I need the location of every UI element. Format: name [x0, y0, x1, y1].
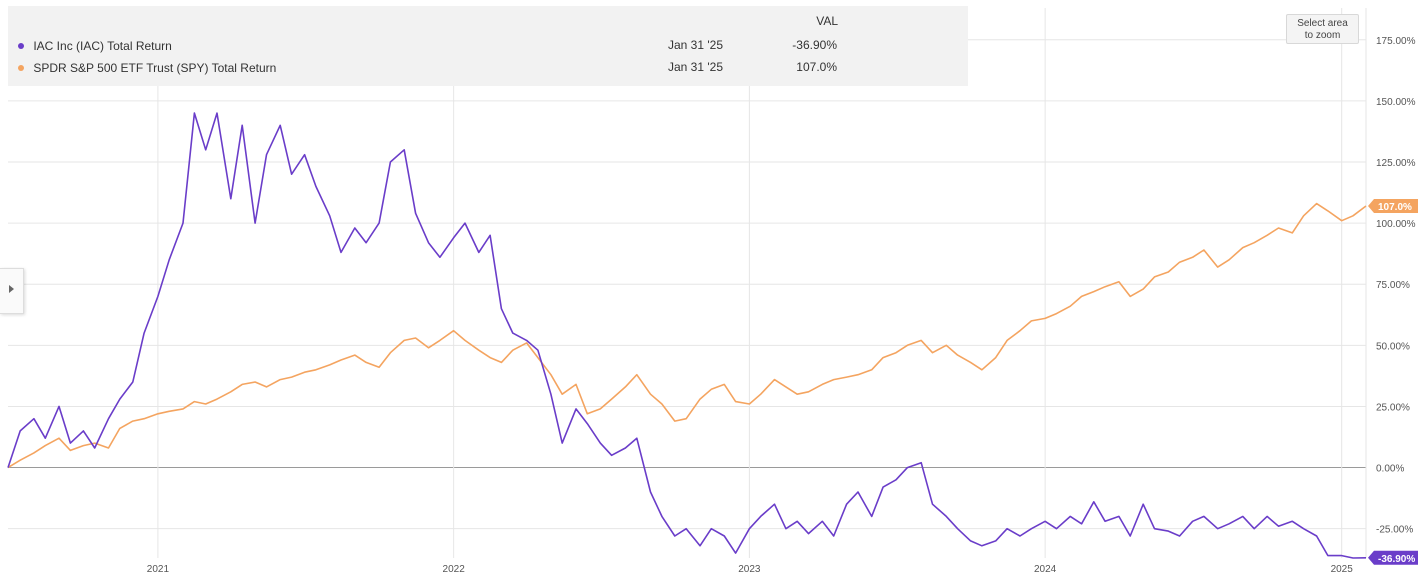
end-label-text: -36.90% [1378, 554, 1415, 565]
legend-series-date: Jan 31 '25 [668, 38, 724, 52]
x-tick-label: 2024 [1034, 564, 1057, 575]
legend-row-spy[interactable]: SPDR S&P 500 ETF Trust (SPY) Total Retur… [18, 56, 963, 78]
end-label-bg [1368, 199, 1418, 213]
y-tick-label: 125.00% [1376, 158, 1416, 169]
series-end-label: 107.0% [1368, 199, 1418, 213]
end-label-text: 107.0% [1378, 202, 1412, 213]
legend-series-value: -36.90% [792, 38, 837, 52]
legend-panel: VAL IAC Inc (IAC) Total Return Jan 31 '2… [8, 6, 968, 86]
x-tick-label: 2023 [738, 564, 761, 575]
series-line [7, 112, 1367, 559]
legend-series-date: Jan 31 '25 [668, 60, 724, 74]
legend-swatch-iac [18, 42, 24, 49]
legend-value-header: VAL [816, 14, 838, 28]
y-tick-label: 150.00% [1376, 97, 1416, 108]
end-label-bg [1368, 550, 1418, 565]
series-line [7, 202, 1367, 469]
caret-right-icon [9, 285, 14, 293]
grid-layer [8, 8, 1367, 558]
y-tick-label: 50.00% [1376, 341, 1410, 352]
y-tick-label: 175.00% [1376, 36, 1416, 47]
select-area-zoom-button[interactable]: Select area to zoom [1286, 14, 1359, 44]
legend-swatch-spy [18, 64, 24, 71]
label-layer: -36.90% 107.0% [1368, 199, 1418, 565]
zoom-button-line2: to zoom [1304, 30, 1341, 41]
legend-row-iac[interactable]: IAC Inc (IAC) Total Return Jan 31 '25 -3… [18, 34, 963, 56]
y-tick-label: -25.00% [1376, 525, 1413, 536]
axis-layer: 175.00% 150.00% 125.00% 100.00% 75.00% 50.00%… [147, 36, 1416, 575]
legend-series-name: IAC Inc (IAC) Total Return [33, 38, 172, 53]
series-end-label: -36.90% [1368, 550, 1418, 565]
y-tick-label: 25.00% [1376, 402, 1410, 413]
y-tick-label: 75.00% [1376, 280, 1410, 291]
legend-series-name: SPDR S&P 500 ETF Trust (SPY) Total Retur… [33, 60, 277, 75]
expand-panel-button[interactable] [0, 268, 24, 314]
y-tick-label: 100.00% [1376, 219, 1416, 230]
x-tick-label: 2021 [147, 564, 170, 575]
zoom-button-line1: Select area [1297, 18, 1348, 29]
legend-series-value: 107.0% [796, 60, 837, 74]
y-tick-label: 0.00% [1376, 464, 1404, 475]
series-layer [7, 112, 1367, 559]
x-tick-label: 2025 [1331, 564, 1354, 575]
x-tick-label: 2022 [443, 564, 466, 575]
